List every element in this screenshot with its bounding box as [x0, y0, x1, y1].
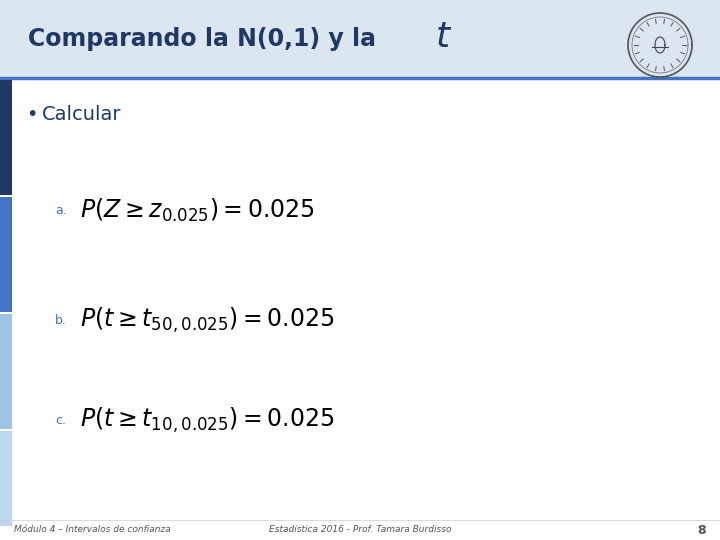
Text: a.: a.	[55, 204, 67, 217]
Text: c.: c.	[55, 414, 66, 427]
Bar	[0, 314, 12, 429]
Bar	[0, 431, 12, 526]
Text: Calcular: Calcular	[42, 105, 122, 125]
Text: 8: 8	[698, 523, 706, 537]
Text: Módulo 4 – Intervalos de confianza: Módulo 4 – Intervalos de confianza	[14, 525, 171, 535]
Text: b.: b.	[55, 314, 67, 327]
Bar	[0, 0, 720, 78]
Text: $P\left(t \geq t_{10,0.025}\right)= 0.025$: $P\left(t \geq t_{10,0.025}\right)= 0.02…	[80, 406, 335, 435]
Text: Comparando la N(0,1) y la: Comparando la N(0,1) y la	[28, 27, 376, 51]
Bar	[0, 80, 12, 195]
Text: $P\left(Z \geq z_{0.025}\right)= 0.025$: $P\left(Z \geq z_{0.025}\right)= 0.025$	[80, 197, 315, 224]
Text: $P\left(t \geq t_{50,0.025}\right)= 0.025$: $P\left(t \geq t_{50,0.025}\right)= 0.02…	[80, 306, 335, 335]
Text: Estadística 2016 - Prof. Tamara Burdisso: Estadística 2016 - Prof. Tamara Burdisso	[269, 525, 451, 535]
Text: $\mathit{t}$: $\mathit{t}$	[435, 20, 452, 54]
Bar	[0, 197, 12, 312]
Text: •: •	[26, 105, 37, 125]
